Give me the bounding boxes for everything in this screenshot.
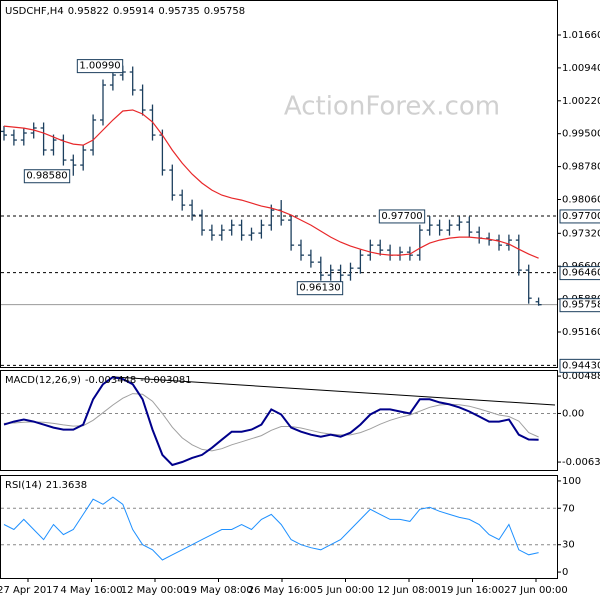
level-tag: 0.96460 [559, 266, 600, 281]
macd-trendline [114, 376, 556, 406]
y-tick-label: 1.00220 [562, 96, 600, 107]
y-tick-label: 70 [562, 503, 575, 514]
level-tag-box [559, 209, 600, 224]
header-text: RSI(14) [5, 480, 42, 491]
y-tick-label: 0.00 [562, 408, 584, 419]
y-tick-label: -0.006354 [562, 457, 600, 468]
header-text: 21.3638 [46, 480, 87, 491]
level-tag-label: 0.94430 [562, 360, 600, 371]
annotation: 0.96130 [296, 281, 344, 296]
x-tick-label: 26 May 16:00 [248, 585, 317, 596]
y-tick-label: 0.98780 [562, 162, 600, 173]
header-text: -0.003448 [85, 375, 136, 386]
y-tick-label: 0.99500 [562, 129, 600, 140]
header-text: 0.95758 [204, 6, 245, 17]
y-tick-label: 0.95160 [562, 327, 600, 338]
x-tick-label: 27 Apr 2017 [0, 585, 59, 596]
header-text: MACD(12,26,9) [5, 375, 81, 386]
macd-line [3, 376, 539, 467]
header-text: -0.003081 [140, 375, 191, 386]
watermark: ActionForex.com [284, 92, 500, 122]
price-frame [0, 0, 558, 368]
header-text: 0.95914 [113, 6, 154, 17]
annotation-label: 0.96130 [299, 283, 340, 294]
x-tick-label: 12 Jun 08:00 [377, 585, 441, 596]
last-price-tag-label: 0.95758 [562, 300, 600, 311]
rsi-line [3, 496, 539, 561]
x-tick-label: 27 Jun 00:00 [504, 585, 568, 596]
x-tick-label: 4 May 16:00 [60, 585, 122, 596]
rsi-frame [0, 475, 558, 579]
header-text: USDCHF,H4 [5, 6, 64, 17]
x-tick-label: 5 Jun 00:00 [317, 585, 374, 596]
level-tag: 0.94430 [559, 358, 600, 373]
annotation-box [23, 169, 71, 184]
macd-frame [0, 370, 558, 471]
y-tick-label: 0.004883 [562, 371, 600, 382]
y-tick-label: 0 [562, 567, 568, 578]
annotation: 0.98580 [23, 169, 71, 184]
annotation-box [76, 59, 124, 74]
annotation: 1.00990 [76, 59, 124, 74]
annotation-box [378, 209, 426, 224]
last-price-tag: 0.95758 [559, 298, 600, 313]
level-tag-box [559, 266, 600, 281]
level-tag-label: 0.96460 [562, 268, 600, 279]
y-tick-label: 100 [562, 476, 581, 487]
level-tag: 0.97700 [559, 209, 600, 224]
y-tick-label: 30 [562, 540, 575, 551]
annotation-label: 1.00990 [79, 61, 120, 72]
y-tick-label: 1.01660 [562, 30, 600, 41]
moving-average [3, 109, 539, 259]
x-tick-label: 12 May 00:00 [121, 585, 190, 596]
annotation: 0.97700 [378, 209, 426, 224]
y-tick-label: 0.97320 [562, 228, 600, 239]
y-tick-label: 1.00940 [562, 63, 600, 74]
last-price-tag-box [559, 298, 600, 313]
y-tick-label: 0.98060 [562, 194, 600, 205]
x-tick-label: 19 May 08:00 [184, 585, 253, 596]
header-text: 0.95735 [158, 6, 199, 17]
annotation-label: 0.98580 [26, 171, 67, 182]
annotation-box [296, 281, 344, 296]
annotation-label: 0.97700 [381, 211, 422, 222]
level-tag-box [559, 358, 600, 373]
header-text: 0.95822 [68, 6, 109, 17]
x-tick-label: 19 Jun 16:00 [441, 585, 505, 596]
level-tag-label: 0.97700 [562, 211, 600, 222]
